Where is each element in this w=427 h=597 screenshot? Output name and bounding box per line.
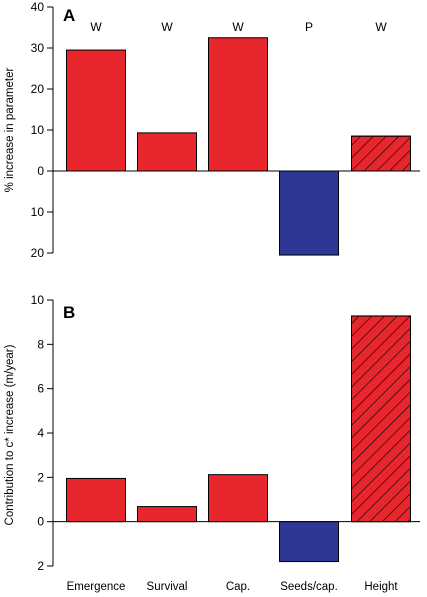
- panel-a-y-tick-label: 30: [31, 41, 45, 55]
- panel-a-bars: [53, 37, 420, 256]
- panel-a-y-tick-label: 10: [31, 205, 45, 219]
- category-label-cap: Cap.: [226, 581, 250, 593]
- panel-a-y-axis: 40 30 20 10 0 10 20: [31, 0, 54, 260]
- panel-a-y-tick-label: 0: [37, 164, 44, 178]
- category-label-survival: Survival: [147, 581, 188, 593]
- panel-b-y-axis-label: Contribution to c* increase (m/year): [4, 344, 16, 525]
- panel-b-bar-cap: [208, 474, 268, 523]
- panel-b-y-tick-label: 4: [37, 426, 44, 440]
- panel-a-label: A: [63, 6, 75, 25]
- x-axis-category-labels: Emergence Survival Cap. Seeds/cap. Heigh…: [67, 581, 399, 593]
- panel-a-top-label: W: [90, 20, 102, 34]
- panel-a-bar-seeds-cap: [279, 170, 339, 256]
- panel-b-bar-height-hatching: [351, 315, 411, 523]
- panel-b-bar-survival: [137, 506, 197, 523]
- panel-b-bar-seeds-cap: [279, 521, 339, 563]
- panel-a-y-tick-label: 20: [31, 246, 45, 260]
- panel-a: A % increase in parameter 4030201001020 …: [4, 0, 420, 260]
- panel-b-bar-emergence: [66, 477, 126, 523]
- panel-b-y-tick-label: 2: [37, 470, 44, 484]
- panel-b: B Contribution to c* increase (m/year) 1…: [4, 293, 420, 573]
- panel-a-y-tick-label: 40: [31, 0, 45, 14]
- panel-a-y-tick-label: 10: [31, 123, 45, 137]
- panel-b-y-tick-label: 0: [37, 515, 44, 529]
- panel-b-y-tick-label: 6: [37, 382, 44, 396]
- panel-a-y-tick-label: 20: [31, 82, 45, 96]
- panel-a-bar-height-hatching: [351, 135, 411, 172]
- panel-a-bar-survival: [137, 132, 197, 172]
- panel-b-y-axis: 10 8 6 4 2 0 2: [31, 293, 54, 573]
- panel-b-y-tick-label: 2: [37, 559, 44, 573]
- panel-a-bar-emergence: [66, 49, 126, 172]
- panel-b-y-tick-label: 8: [37, 337, 44, 351]
- category-label-height: Height: [364, 581, 398, 593]
- panel-a-bar-cap: [208, 37, 268, 172]
- panel-a-top-label: W: [232, 20, 244, 34]
- category-label-emergence: Emergence: [67, 581, 126, 593]
- panel-b-label: B: [63, 303, 75, 322]
- panel-a-top-label: W: [161, 20, 173, 34]
- panel-b-bars: [53, 315, 420, 563]
- panel-a-y-axis-label: % increase in parameter: [4, 68, 16, 193]
- category-label-seeds-cap: Seeds/cap.: [280, 581, 338, 593]
- panel-b-y-tick-label: 10: [31, 293, 45, 307]
- panel-a-top-label: P: [305, 20, 313, 34]
- panel-a-top-label: W: [375, 20, 387, 34]
